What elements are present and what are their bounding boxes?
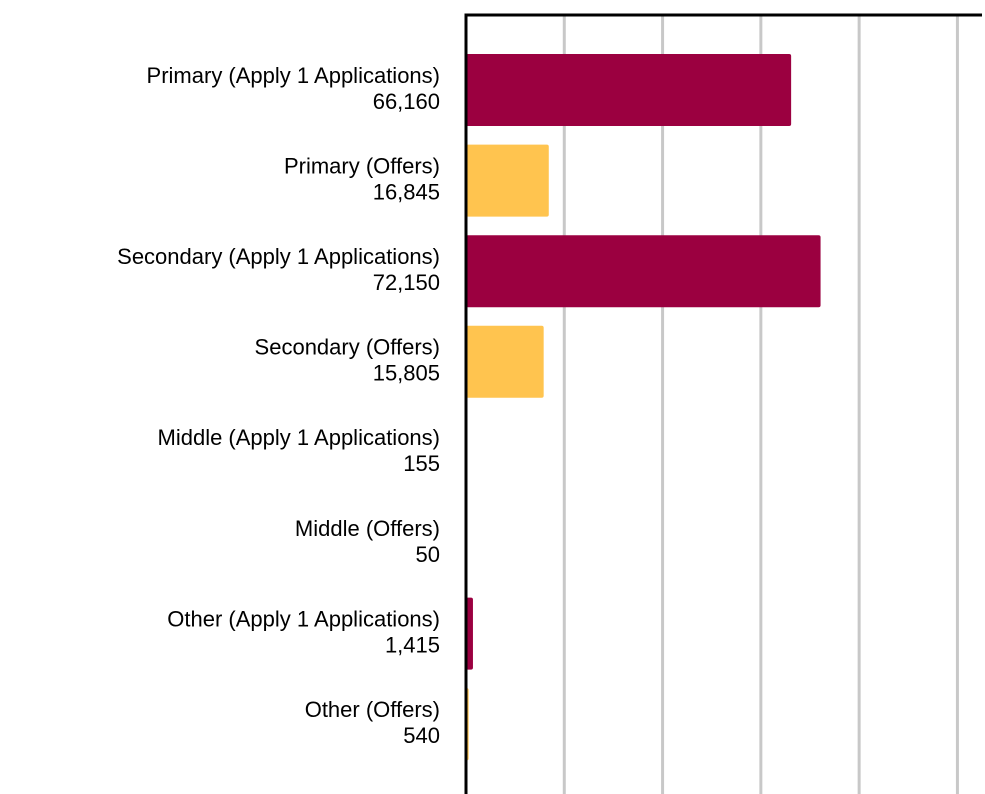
value-label: 72,150 — [373, 270, 440, 295]
bar — [466, 54, 792, 126]
category-label: Secondary (Offers) — [255, 335, 440, 360]
value-label: 540 — [403, 723, 440, 748]
value-label: 50 — [416, 542, 440, 567]
category-label: Middle (Offers) — [295, 516, 440, 541]
value-label: 16,845 — [373, 179, 440, 204]
category-label: Other (Offers) — [305, 697, 440, 722]
bar — [466, 235, 821, 308]
bar — [466, 325, 544, 398]
category-label: Primary (Apply 1 Applications) — [147, 63, 440, 88]
category-label: Primary (Offers) — [284, 153, 440, 178]
category-label: Secondary (Apply 1 Applications) — [117, 244, 440, 269]
value-label: 66,160 — [373, 89, 440, 114]
bar — [466, 597, 473, 670]
value-label: 15,805 — [373, 361, 440, 386]
category-label: Other (Apply 1 Applications) — [167, 606, 440, 631]
value-label: 1,415 — [385, 632, 440, 657]
category-label: Middle (Apply 1 Applications) — [158, 425, 440, 450]
bar — [466, 144, 549, 217]
value-label: 155 — [403, 451, 440, 476]
